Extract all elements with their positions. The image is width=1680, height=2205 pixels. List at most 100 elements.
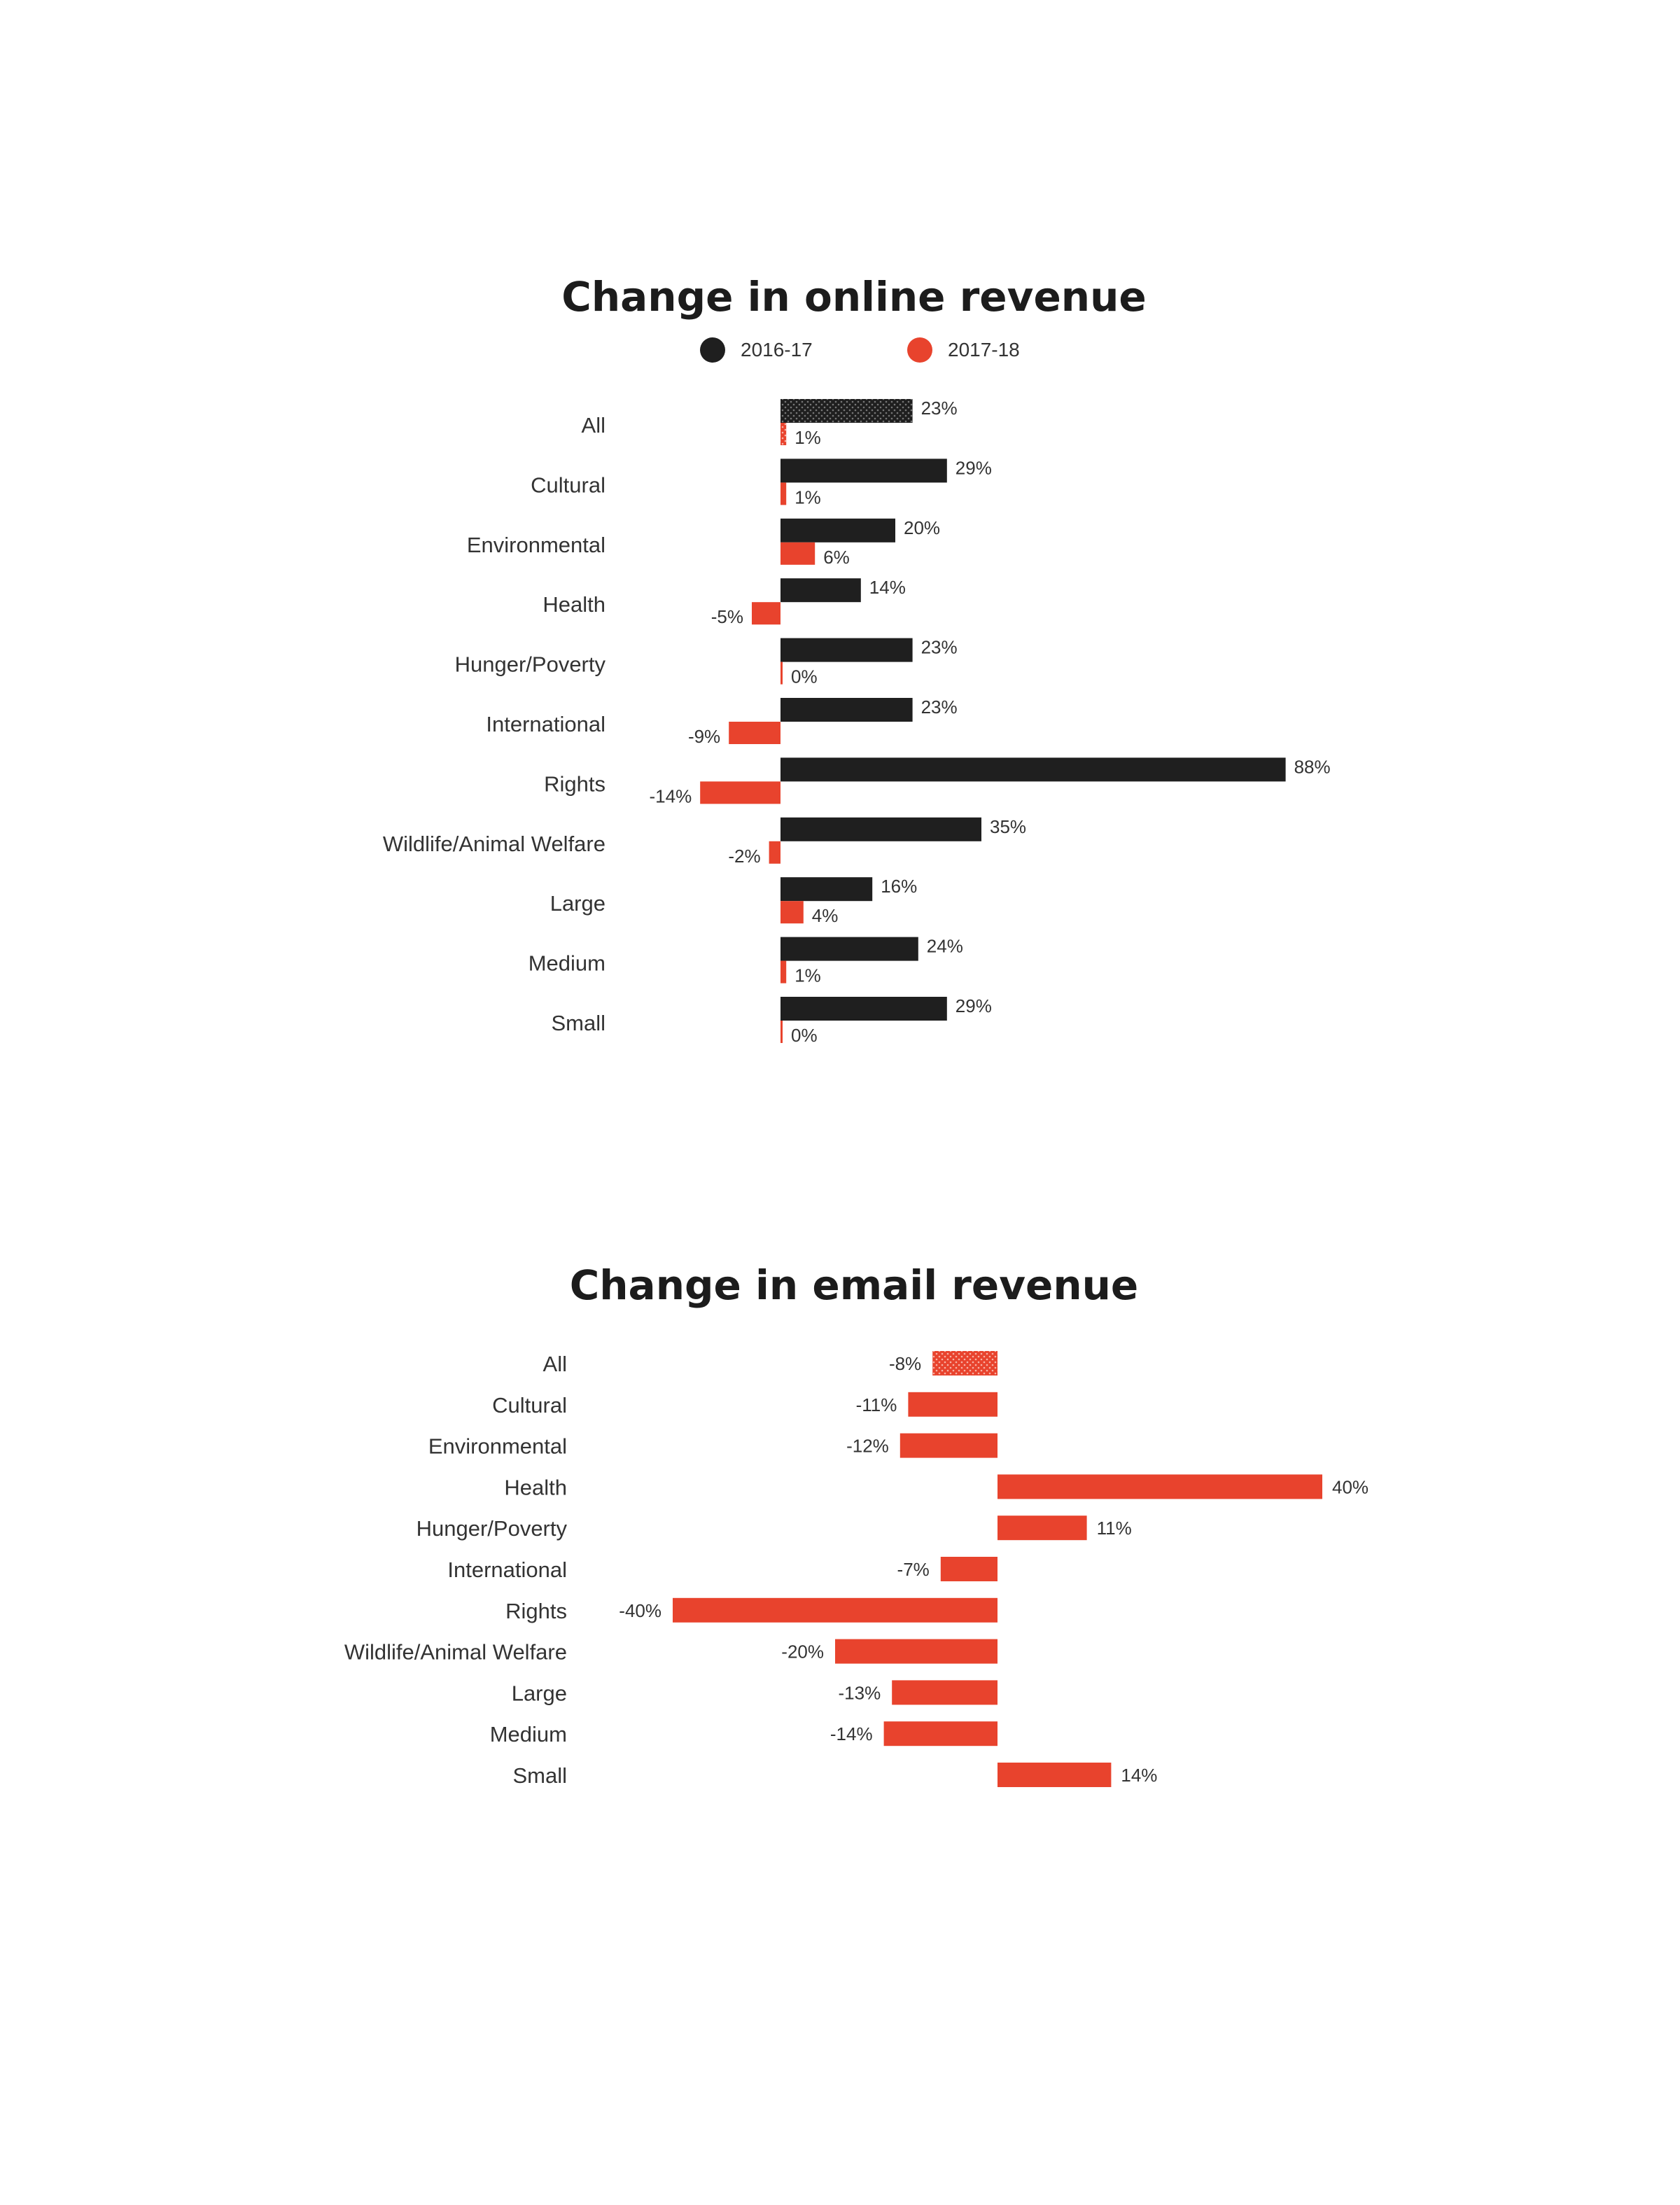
bar-health — [997, 1474, 1322, 1499]
value-label-2017-18-large: 4% — [812, 905, 839, 926]
value-label-2017-18-health: -5% — [711, 606, 743, 627]
value-label-medium: -14% — [830, 1723, 873, 1744]
category-label: Health — [542, 592, 606, 617]
value-label-2016-17-cultural: 29% — [955, 457, 992, 478]
category-group-large: Large 16% 4% — [550, 876, 918, 926]
category-label: Hunger/Poverty — [416, 1516, 568, 1541]
bar-all — [932, 1351, 997, 1376]
bar-rights — [673, 1597, 997, 1623]
bar-cultural — [908, 1392, 997, 1417]
value-label-health: 40% — [1332, 1476, 1368, 1497]
category-group-health: Health 40% — [504, 1474, 1368, 1499]
category-group-small: Small 14% — [512, 1763, 1157, 1788]
legend-label-2017-18: 2017-18 — [948, 339, 1020, 360]
value-label-2017-18-wildlife-animal-welfare: -2% — [728, 846, 760, 867]
value-label-small: 14% — [1121, 1765, 1157, 1786]
category-group-large: Large -13% — [512, 1680, 997, 1705]
bar-2017-18-environmental — [780, 542, 816, 565]
bar-2017-18-large — [780, 901, 804, 924]
value-label-2016-17-all: 23% — [921, 398, 958, 419]
value-label-2017-18-all: 1% — [794, 427, 821, 448]
value-label-2017-18-hunger-poverty: 0% — [791, 666, 818, 687]
category-label: International — [447, 1558, 567, 1582]
category-label: Large — [550, 891, 606, 916]
bar-2017-18-hunger-poverty — [780, 662, 783, 685]
bar-2016-17-rights — [780, 757, 1286, 782]
category-group-international: International -7% — [447, 1557, 997, 1582]
value-label-2016-17-large: 16% — [881, 876, 917, 897]
category-label: Wildlife/Animal Welfare — [383, 832, 606, 856]
bar-2016-17-wildlife-animal-welfare — [780, 817, 981, 841]
category-label: Cultural — [492, 1393, 567, 1418]
category-group-international: International 23% -9% — [486, 696, 957, 747]
email-revenue-chart: All -8% Cultural -11% Environmental -12% Healt… — [344, 1351, 1368, 1788]
bar-2017-18-medium — [780, 960, 787, 983]
category-group-all: All 23% 1% — [582, 398, 958, 448]
value-label-international: -7% — [897, 1559, 930, 1580]
category-group-wildlife-animal-welfare: Wildlife/Animal Welfare 35% -2% — [383, 816, 1026, 867]
bar-wildlife-animal-welfare — [835, 1639, 997, 1664]
value-label-2016-17-wildlife-animal-welfare: 35% — [990, 816, 1026, 837]
category-group-cultural: Cultural -11% — [492, 1392, 997, 1418]
category-label: Large — [512, 1681, 567, 1705]
value-label-2016-17-rights: 88% — [1294, 756, 1331, 777]
bar-environmental — [899, 1433, 997, 1458]
category-label: International — [486, 712, 606, 736]
value-label-cultural: -11% — [856, 1394, 897, 1415]
legend-item-2017-18: 2017-18 — [907, 337, 1020, 363]
bar-2016-17-all — [780, 399, 913, 423]
category-label: Cultural — [531, 472, 606, 497]
online-chart-title: Change in online revenue — [561, 273, 1147, 321]
category-label: Medium — [528, 951, 606, 976]
bar-2017-18-cultural — [780, 482, 787, 505]
online-legend: 2016-17 2017-18 — [0, 337, 1680, 372]
category-label: Health — [504, 1475, 567, 1499]
value-label-2017-18-international: -9% — [688, 726, 720, 747]
bar-medium — [883, 1721, 997, 1746]
category-label: Rights — [505, 1599, 567, 1623]
bar-2016-17-hunger-poverty — [780, 638, 913, 662]
category-label: Hunger/Poverty — [455, 652, 606, 677]
bar-small — [997, 1763, 1112, 1787]
value-label-2017-18-rights: -14% — [649, 785, 692, 806]
bar-2016-17-environmental — [780, 518, 895, 542]
category-group-environmental: Environmental -12% — [428, 1433, 997, 1459]
category-group-medium: Medium -14% — [490, 1721, 997, 1746]
value-label-rights: -40% — [619, 1600, 662, 1621]
value-label-wildlife-animal-welfare: -20% — [781, 1642, 824, 1662]
category-label: All — [543, 1352, 567, 1376]
value-label-2016-17-environmental: 20% — [904, 517, 940, 538]
category-label: Environmental — [467, 533, 606, 557]
bar-international — [940, 1557, 997, 1581]
category-label: All — [582, 413, 606, 438]
value-label-large: -13% — [838, 1682, 881, 1703]
value-label-2016-17-international: 23% — [921, 696, 958, 718]
legend-label-2016-17: 2016-17 — [741, 339, 813, 360]
legend-swatch-2016-17 — [700, 337, 725, 363]
value-label-environmental: -12% — [846, 1436, 889, 1457]
category-group-hunger-poverty: Hunger/Poverty 11% — [416, 1516, 1132, 1541]
category-label: Small — [551, 1011, 606, 1035]
bar-2017-18-wildlife-animal-welfare — [769, 841, 780, 864]
category-label: Wildlife/Animal Welfare — [344, 1640, 567, 1665]
category-group-wildlife-animal-welfare: Wildlife/Animal Welfare -20% — [344, 1639, 997, 1665]
category-group-all: All -8% — [543, 1351, 997, 1376]
legend-item-2016-17: 2016-17 — [700, 337, 813, 363]
category-group-environmental: Environmental 20% 6% — [467, 517, 940, 568]
bar-large — [892, 1680, 997, 1705]
category-label: Environmental — [428, 1434, 567, 1459]
value-label-2017-18-environmental: 6% — [823, 547, 850, 568]
bar-2017-18-all — [780, 423, 787, 445]
bar-2016-17-small — [780, 997, 947, 1021]
category-label: Rights — [544, 771, 606, 796]
bar-2017-18-rights — [700, 781, 780, 804]
category-group-small: Small 29% 0% — [551, 995, 991, 1046]
bar-2016-17-cultural — [780, 458, 947, 483]
legend-swatch-2017-18 — [907, 337, 932, 363]
value-label-2016-17-medium: 24% — [927, 936, 963, 957]
category-group-cultural: Cultural 29% 1% — [531, 457, 992, 507]
value-label-2017-18-cultural: 1% — [794, 486, 821, 507]
category-group-hunger-poverty: Hunger/Poverty 23% 0% — [455, 637, 958, 687]
value-label-all: -8% — [889, 1353, 921, 1374]
value-label-2017-18-small: 0% — [791, 1025, 818, 1046]
